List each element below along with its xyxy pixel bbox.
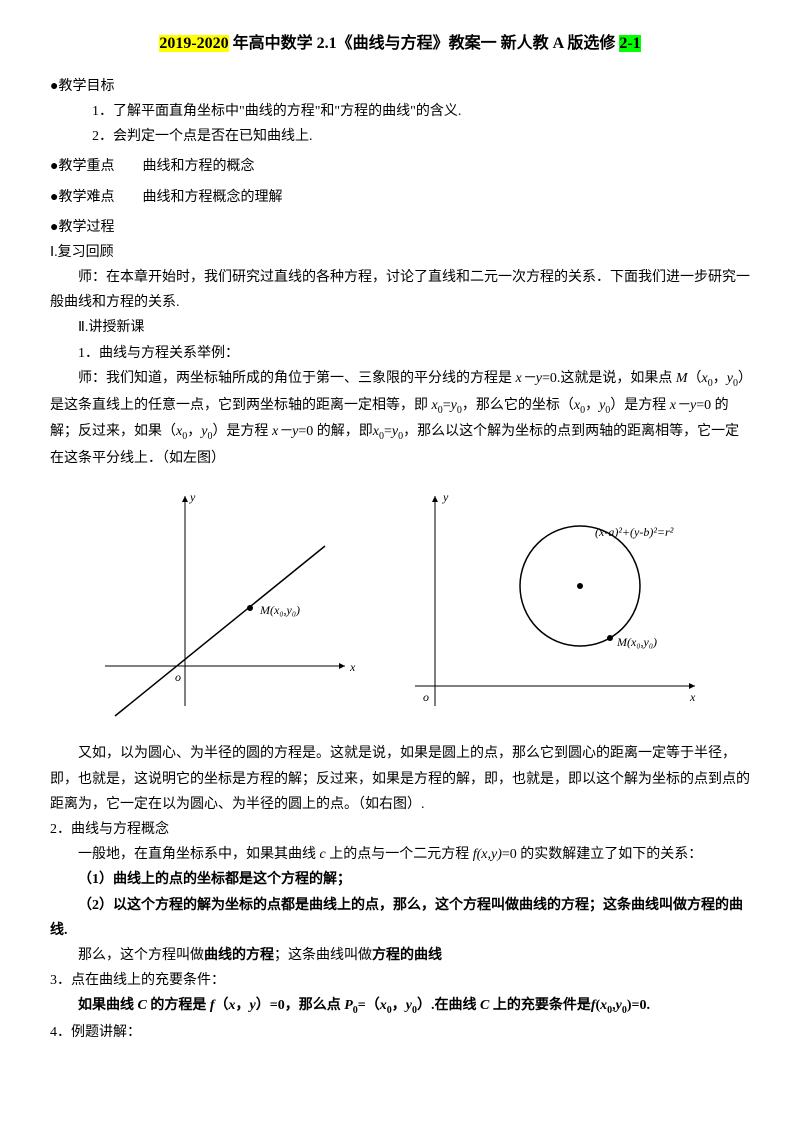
conclusion: 那么，这个方程叫做曲线的方程；这条曲线叫做方程的曲线: [50, 943, 750, 968]
svg-text:x: x: [349, 660, 356, 674]
example-para-2: 又如，以为圆心、为半径的圆的方程是。这就是说，如果是圆上的点，那么它到圆心的距离…: [50, 741, 750, 817]
svg-text:x: x: [689, 690, 696, 704]
figure-right: (x-a)²+(y-b)²=r² M(x₀,y₀) o x y: [395, 486, 715, 726]
goal-item-1: 1．了解平面直角坐标中"曲线的方程"和"方程的曲线"的含义.: [50, 99, 750, 124]
focus-header: ●教学重点 曲线和方程的概念: [50, 154, 750, 179]
title-version: 2-1: [619, 35, 640, 52]
review-content: 师：在本章开始时，我们研究过直线的各种方程，讨论了直线和二元一次方程的关系．下面…: [50, 265, 750, 315]
teach-header: Ⅱ.讲授新课: [50, 315, 750, 340]
svg-text:o: o: [423, 690, 429, 704]
svg-text:o: o: [175, 670, 181, 684]
concept-header: 2．曲线与方程概念: [50, 817, 750, 842]
goal-header: ●教学目标: [50, 74, 750, 99]
condition-content: 如果曲线 C 的方程是 f（x，y）=0，那么点 P0=（x0，y0）.在曲线 …: [50, 993, 750, 1020]
goal-item-2: 2．会判定一个点是否在已知曲线上.: [50, 124, 750, 149]
rule-1: （1）曲线上的点的坐标都是这个方程的解；: [50, 867, 750, 892]
figure-left: M(x₀,y₀) o x y: [85, 486, 365, 726]
process-header: ●教学过程: [50, 215, 750, 240]
concept-intro: 一般地，在直角坐标系中，如果其曲线 c 上的点与一个二元方程 f(x,y)=0 …: [50, 842, 750, 867]
condition-header: 3．点在曲线上的充要条件：: [50, 968, 750, 993]
fig1-point-label: M(x₀,y₀): [259, 603, 300, 617]
example-header: 1．曲线与方程关系举例：: [50, 341, 750, 366]
example-para-1: 师：我们知道，两坐标轴所成的角位于第一、三象限的平分线的方程是 x－y=0.这就…: [50, 366, 750, 472]
title-main: 年高中数学 2.1《曲线与方程》教案一 新人教 A 版选修: [229, 35, 620, 52]
review-header: Ⅰ.复习回顾: [50, 240, 750, 265]
example-header-4: 4．例题讲解：: [50, 1020, 750, 1045]
fig2-point-label: M(x₀,y₀): [616, 635, 657, 649]
svg-text:y: y: [442, 490, 449, 504]
rule-2: （2）以这个方程的解为坐标的点都是曲线上的点，那么，这个方程叫做曲线的方程；这条…: [50, 893, 750, 943]
title-year: 2019-2020: [159, 35, 228, 52]
figures-container: M(x₀,y₀) o x y (x-a)²+(y-b)²=r² M(x₀,y₀)…: [50, 486, 750, 726]
svg-text:y: y: [189, 490, 196, 504]
difficulty-header: ●教学难点 曲线和方程概念的理解: [50, 185, 750, 210]
fig2-equation: (x-a)²+(y-b)²=r²: [595, 525, 674, 539]
document-title: 2019-2020 年高中数学 2.1《曲线与方程》教案一 新人教 A 版选修 …: [50, 30, 750, 59]
